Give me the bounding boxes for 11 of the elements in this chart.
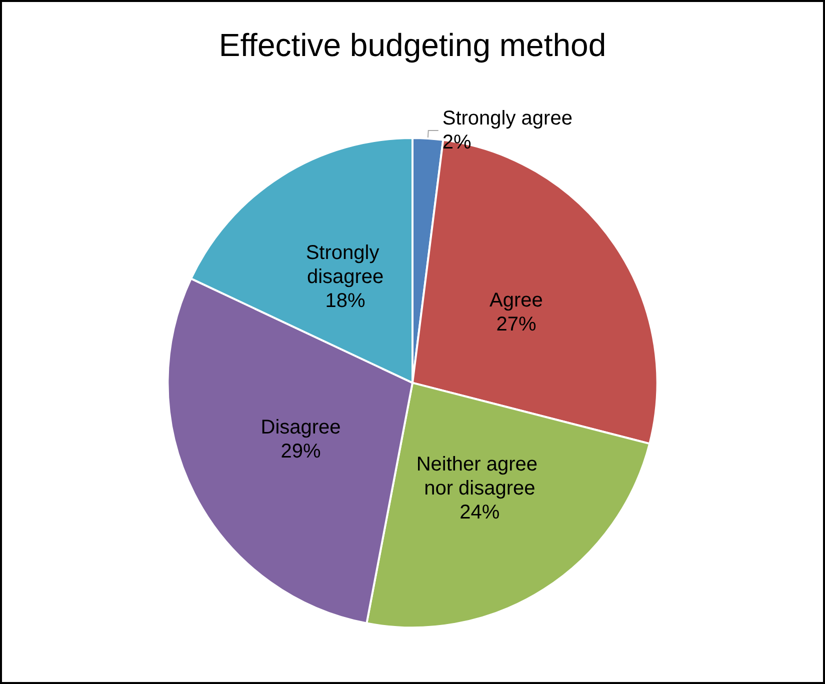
data-label: 24% xyxy=(460,502,500,524)
slice-label: Disagree xyxy=(260,416,341,439)
slice-label: Strongly agree xyxy=(442,108,572,130)
data-label: 18% xyxy=(325,290,366,312)
data-label: 27% xyxy=(496,313,536,336)
data-label: 2% xyxy=(442,132,472,154)
data-label: 29% xyxy=(280,440,321,463)
slice-label: Neither agree nor disagree xyxy=(416,454,544,500)
slice-label: Strongly disagree xyxy=(306,242,385,288)
chart-title: Effective budgeting method xyxy=(218,27,606,63)
slice-label: Agree xyxy=(490,289,543,312)
